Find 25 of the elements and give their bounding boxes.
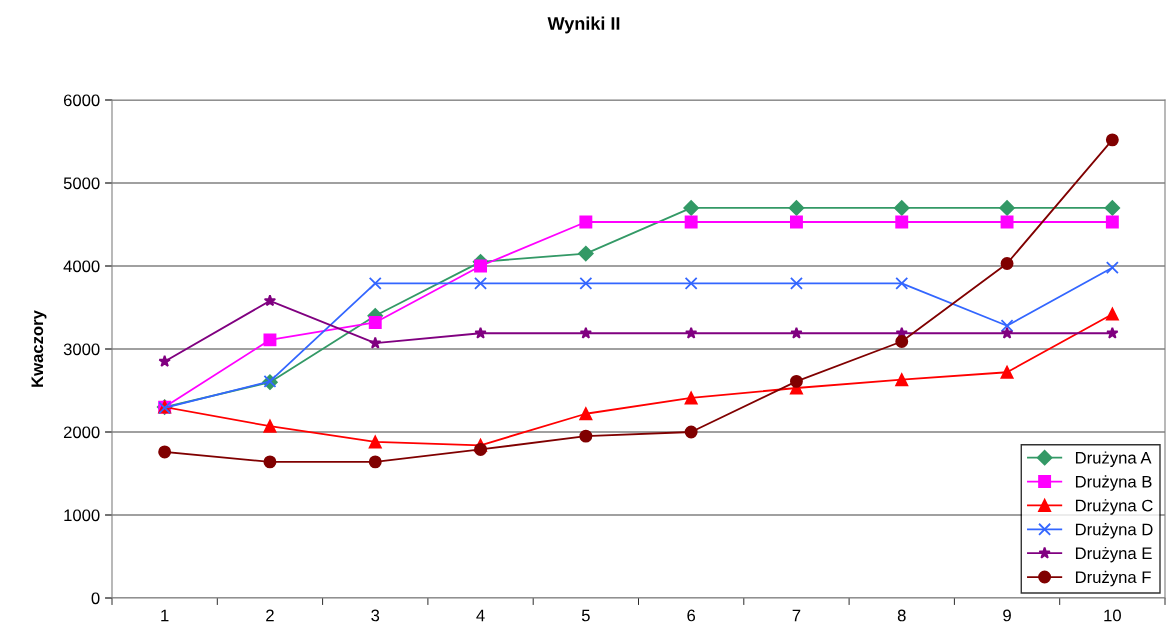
legend-label: Drużyna E	[1075, 546, 1152, 563]
y-axis-title: Kwaczory	[31, 310, 47, 387]
x-tick-label: 10	[1104, 609, 1121, 622]
legend-label: Drużyna C	[1075, 499, 1153, 515]
x-tick-label: 4	[476, 609, 485, 622]
x-tick-label: 2	[266, 609, 274, 622]
chart-title: Wyniki II	[547, 16, 620, 34]
y-tick-label: 3000	[63, 343, 100, 356]
y-tick-label: 1000	[64, 509, 100, 522]
legend-label: Drużyna F	[1075, 570, 1151, 587]
x-tick-label: 1	[161, 609, 169, 622]
x-tick-label: 9	[1003, 609, 1011, 622]
x-tick-label: 6	[687, 609, 696, 622]
legend-label: Drużyna A	[1075, 451, 1152, 467]
y-tick-label: 4000	[63, 260, 100, 273]
x-tick-label: 8	[897, 609, 906, 622]
y-tick-label: 6000	[63, 94, 100, 107]
legend-label: Drużyna D	[1075, 523, 1153, 539]
y-tick-label: 0	[91, 592, 100, 605]
y-tick-label: 5000	[63, 177, 100, 190]
x-tick-label: 5	[581, 609, 590, 622]
legend-label: Drużyna B	[1075, 475, 1152, 491]
y-tick-label: 2000	[63, 426, 100, 439]
x-tick-label: 7	[792, 609, 801, 622]
x-tick-label: 3	[371, 609, 380, 622]
